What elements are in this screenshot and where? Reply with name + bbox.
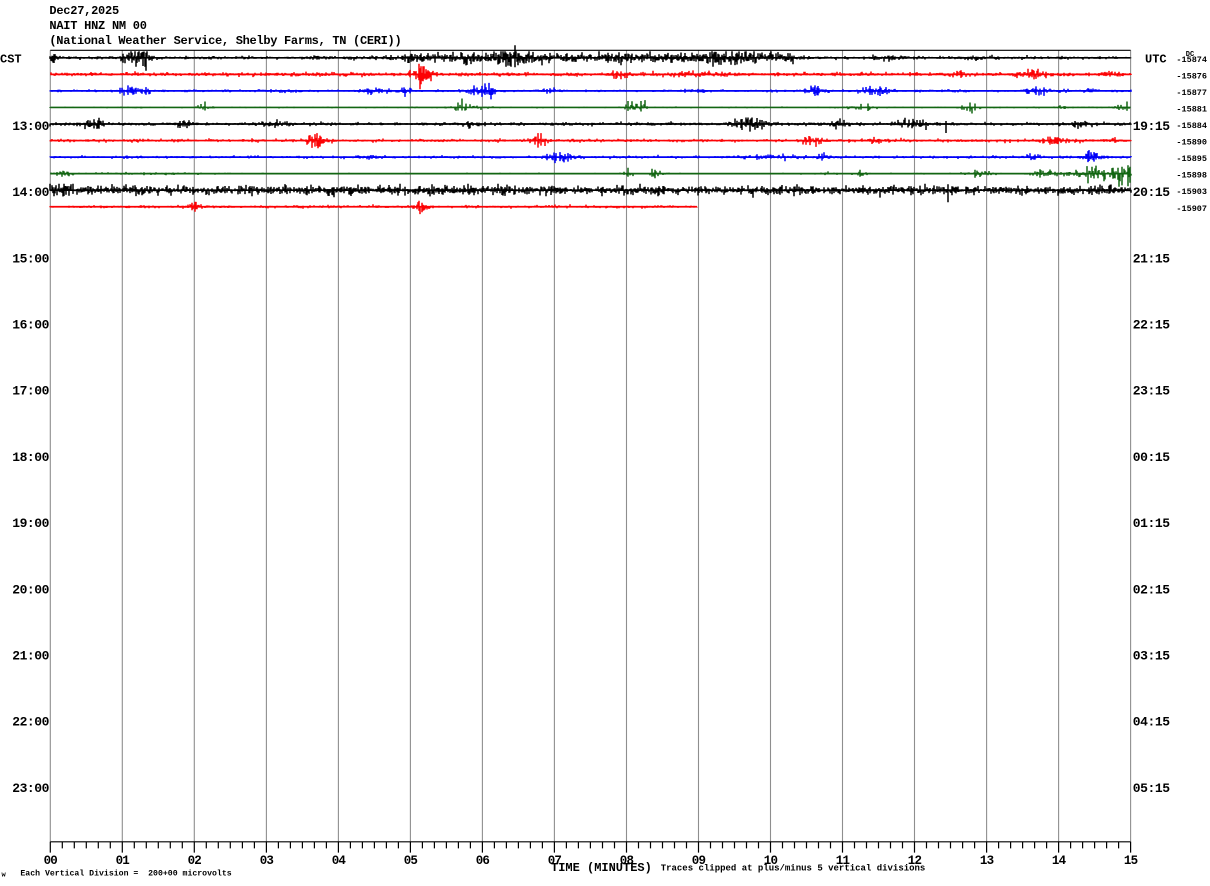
svg-text:00:15: 00:15 xyxy=(1133,450,1170,465)
svg-text:14:00: 14:00 xyxy=(12,185,49,200)
svg-text:Each Vertical Division = 200+: Each Vertical Division = 200+00 microvol… xyxy=(20,868,231,878)
svg-text:02: 02 xyxy=(188,854,202,868)
svg-text:01: 01 xyxy=(116,854,130,868)
svg-text:07: 07 xyxy=(548,854,562,868)
svg-text:w: w xyxy=(2,872,7,880)
svg-text:Traces clipped at plus/minus 5: Traces clipped at plus/minus 5 vertical … xyxy=(661,864,926,874)
svg-text:19:15: 19:15 xyxy=(1133,119,1170,134)
svg-text:20:00: 20:00 xyxy=(12,582,49,597)
svg-text:-15881: -15881 xyxy=(1176,105,1207,115)
svg-text:21:15: 21:15 xyxy=(1133,251,1170,266)
svg-text:15: 15 xyxy=(1124,854,1138,868)
svg-text:05:15: 05:15 xyxy=(1133,781,1170,796)
svg-text:04: 04 xyxy=(332,854,347,868)
svg-text:-15884: -15884 xyxy=(1176,121,1207,131)
svg-text:17:00: 17:00 xyxy=(12,384,49,399)
svg-text:23:00: 23:00 xyxy=(12,781,49,796)
svg-text:05: 05 xyxy=(404,854,418,868)
svg-text:12: 12 xyxy=(908,854,922,868)
svg-text:18:00: 18:00 xyxy=(12,450,49,465)
svg-text:09: 09 xyxy=(692,854,706,868)
svg-text:-15907: -15907 xyxy=(1176,204,1207,214)
svg-text:22:15: 22:15 xyxy=(1133,318,1170,333)
svg-text:13:00: 13:00 xyxy=(12,119,49,134)
svg-text:11: 11 xyxy=(836,854,850,868)
svg-text:-15903: -15903 xyxy=(1176,187,1207,197)
svg-text:03:15: 03:15 xyxy=(1133,649,1170,664)
svg-text:16:00: 16:00 xyxy=(12,318,49,333)
svg-text:10: 10 xyxy=(764,854,778,868)
svg-text:06: 06 xyxy=(476,854,490,868)
svg-text:03: 03 xyxy=(260,854,274,868)
svg-text:NAIT HNZ NM 00: NAIT HNZ NM 00 xyxy=(49,19,146,33)
svg-text:22:00: 22:00 xyxy=(12,715,49,730)
svg-text:DC: DC xyxy=(1186,51,1194,59)
svg-text:(National Weather Service, She: (National Weather Service, Shelby Farms,… xyxy=(49,34,401,48)
svg-text:04:15: 04:15 xyxy=(1133,715,1170,730)
svg-text:-15874: -15874 xyxy=(1176,55,1207,65)
svg-text:21:00: 21:00 xyxy=(12,649,49,664)
svg-text:TIME (MINUTES): TIME (MINUTES) xyxy=(551,861,652,875)
svg-text:Dec27,2025: Dec27,2025 xyxy=(49,4,119,18)
svg-text:14: 14 xyxy=(1052,854,1067,868)
svg-text:-15876: -15876 xyxy=(1176,71,1207,81)
svg-text:-15895: -15895 xyxy=(1176,154,1207,164)
svg-text:02:15: 02:15 xyxy=(1133,582,1170,597)
svg-text:08: 08 xyxy=(620,854,634,868)
svg-text:UTC: UTC xyxy=(1145,52,1167,66)
svg-text:13: 13 xyxy=(980,854,994,868)
svg-text:-15898: -15898 xyxy=(1176,171,1207,181)
svg-text:23:15: 23:15 xyxy=(1133,384,1170,399)
svg-text:CST: CST xyxy=(0,52,22,66)
svg-text:01:15: 01:15 xyxy=(1133,516,1170,531)
svg-text:19:00: 19:00 xyxy=(12,516,49,531)
svg-text:20:15: 20:15 xyxy=(1133,185,1170,200)
svg-text:00: 00 xyxy=(44,854,58,868)
svg-text:-15877: -15877 xyxy=(1176,88,1207,98)
svg-text:15:00: 15:00 xyxy=(12,251,49,266)
svg-text:-15890: -15890 xyxy=(1176,138,1207,148)
